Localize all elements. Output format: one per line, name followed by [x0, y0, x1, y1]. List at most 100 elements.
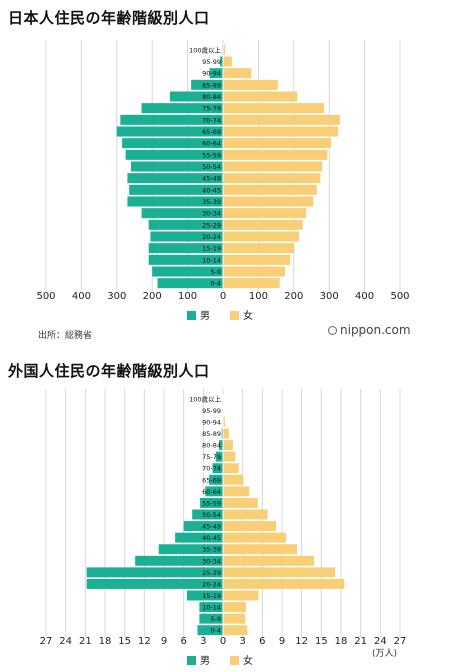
- age-label: 35-39: [202, 546, 221, 554]
- tick-label: 0: [220, 291, 226, 302]
- bar-female: [223, 416, 225, 427]
- bar-male: [197, 625, 223, 636]
- bar-male: [148, 243, 223, 254]
- tick-label: 9: [279, 636, 285, 647]
- bar-female: [223, 91, 298, 102]
- bar-male: [141, 103, 223, 114]
- bar-male: [186, 590, 223, 601]
- bar-female: [223, 578, 345, 589]
- legend-swatch-female: [230, 311, 239, 320]
- tick-label: 300: [107, 291, 126, 302]
- age-label: 50-54: [202, 511, 221, 519]
- bar-male: [158, 544, 223, 555]
- bar-male: [205, 486, 223, 497]
- bar-male: [199, 613, 223, 624]
- bar-male: [191, 79, 223, 90]
- age-label: 75-79: [202, 453, 221, 461]
- tick-label: 100: [178, 291, 197, 302]
- age-label: 65-69: [202, 128, 221, 136]
- tick-label: 12: [138, 636, 151, 647]
- age-label: 30-34: [202, 557, 221, 565]
- age-label: 10-14: [202, 604, 221, 612]
- age-label: 35-39: [202, 198, 221, 206]
- age-label: 15-19: [202, 245, 221, 253]
- bar-female: [223, 184, 317, 195]
- tick-label: 24: [374, 636, 387, 647]
- age-label: 60-64: [202, 140, 221, 148]
- bar-female: [223, 243, 294, 254]
- bar-female: [223, 103, 324, 114]
- bar-male: [130, 161, 223, 172]
- age-label: 40-45: [202, 186, 221, 194]
- bar-male: [209, 68, 223, 79]
- bar-female: [223, 567, 336, 578]
- bar-female: [223, 56, 232, 67]
- age-label: 20-24: [202, 580, 221, 588]
- age-label: 20-24: [202, 233, 221, 241]
- age-label: 70-74: [202, 465, 221, 473]
- bar-male: [148, 219, 223, 230]
- bar-male: [209, 474, 223, 485]
- bar-female: [223, 451, 236, 462]
- bar-male: [120, 114, 223, 125]
- bar-male: [122, 138, 223, 149]
- bar-female: [223, 474, 244, 485]
- bar-male: [212, 463, 223, 474]
- bar-female: [223, 486, 250, 497]
- tick-label: 15: [118, 636, 131, 647]
- tick-label: 18: [99, 636, 112, 647]
- bar-female: [223, 79, 278, 90]
- bar-female: [223, 278, 280, 289]
- tick-label: 400: [355, 291, 374, 302]
- bar-female: [223, 196, 314, 207]
- tick-label: 3: [239, 636, 245, 647]
- age-label: 90-94: [202, 70, 221, 78]
- tick-label: 500: [390, 291, 409, 302]
- age-label: 100歳以上: [189, 45, 221, 54]
- tick-label: 500: [36, 291, 55, 302]
- unit-label: (万人): [372, 649, 398, 659]
- legend-swatch-male: [187, 311, 196, 320]
- bar-female: [223, 497, 258, 508]
- bar-male: [129, 184, 223, 195]
- age-label: 85-89: [202, 81, 221, 89]
- bar-female: [223, 138, 331, 149]
- tick-label: 21: [354, 636, 367, 647]
- age-label: 65-69: [202, 476, 221, 484]
- bar-male: [157, 278, 223, 289]
- bar-female: [223, 161, 323, 172]
- logo-icon: [328, 325, 337, 335]
- bar-female: [223, 521, 277, 532]
- tick-label: 27: [394, 636, 407, 647]
- tick-label: 9: [161, 636, 167, 647]
- bar-male: [150, 231, 223, 242]
- tick-label: 200: [284, 291, 303, 302]
- bar-female: [223, 68, 252, 79]
- bar-male: [135, 555, 223, 566]
- age-label: 0-4: [210, 280, 221, 288]
- bar-female: [223, 509, 268, 520]
- legend-label-male: 男: [200, 310, 210, 322]
- legend-label-male: 男: [200, 655, 210, 667]
- age-label: 55-59: [202, 499, 221, 507]
- bar-male: [152, 266, 223, 277]
- age-label: 10-14: [202, 256, 221, 264]
- tick-label: 27: [40, 636, 53, 647]
- bar-male: [199, 602, 223, 613]
- age-label: 25-29: [202, 569, 221, 577]
- bar-male: [192, 509, 223, 520]
- bar-male: [200, 497, 223, 508]
- age-label: 5-9: [210, 615, 221, 623]
- age-label: 75-79: [202, 105, 221, 113]
- age-label: 5-9: [210, 268, 221, 276]
- bar-male: [141, 208, 223, 219]
- bar-female: [223, 532, 286, 543]
- age-label: 80-84: [202, 93, 221, 101]
- bar-male: [220, 56, 223, 67]
- logo-text: nippon.com: [340, 323, 411, 337]
- tick-label: 12: [295, 636, 308, 647]
- bar-male: [86, 578, 224, 589]
- tick-label: 21: [79, 636, 92, 647]
- bar-male: [148, 254, 223, 265]
